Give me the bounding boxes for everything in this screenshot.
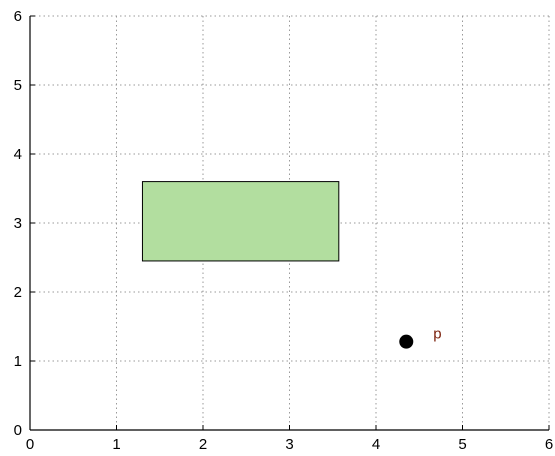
x-tick-label: 1 bbox=[112, 436, 120, 453]
x-tick-label: 5 bbox=[458, 436, 466, 453]
shapes-layer: p bbox=[141, 181, 442, 349]
x-tick-label: 2 bbox=[199, 436, 207, 453]
y-tick-label: 5 bbox=[14, 77, 22, 94]
y-tick-label: 1 bbox=[14, 353, 22, 370]
x-tick-label: 3 bbox=[285, 436, 293, 453]
axes bbox=[29, 15, 550, 431]
y-tick-label: 0 bbox=[14, 422, 22, 439]
y-tick-label: 4 bbox=[14, 146, 22, 163]
point-marker bbox=[399, 334, 414, 349]
x-tick-label: 0 bbox=[26, 436, 34, 453]
x-tick-label: 6 bbox=[545, 436, 553, 453]
tick-labels: 0 1 2 3 4 5 6 0 1 2 3 4 5 6 bbox=[14, 8, 554, 453]
green-rectangle bbox=[141, 181, 340, 262]
y-tick-label: 3 bbox=[14, 215, 22, 232]
x-tick-label: 4 bbox=[372, 436, 380, 453]
point-label: p bbox=[433, 326, 441, 343]
y-tick-label: 2 bbox=[14, 284, 22, 301]
y-tick-label: 6 bbox=[14, 8, 22, 25]
